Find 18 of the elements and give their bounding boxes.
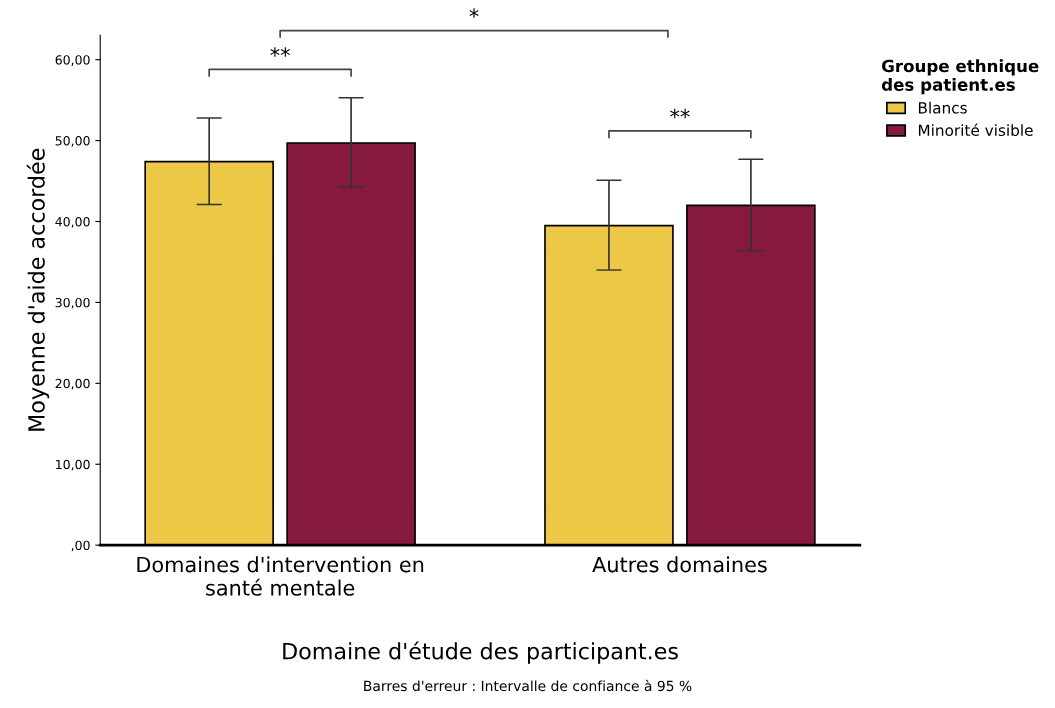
legend-title: Groupe ethnique des patient.es	[881, 59, 1039, 95]
y-tick-label: 50,00	[55, 136, 90, 147]
legend-label: Minorité visible	[918, 123, 1033, 137]
y-tick-label: 10,00	[56, 459, 90, 471]
text: *	[469, 8, 479, 18]
y-axis-title: Moyenne d'aide accordée	[26, 148, 50, 431]
x-tick-label: Domaines d'intervention en santé mentale	[137, 556, 424, 596]
annotation: **	[270, 47, 290, 57]
y-tick-label: 40,00	[55, 216, 90, 228]
y-tick-label: ,00	[71, 540, 90, 552]
x-tick-label: Autres domaines	[592, 556, 767, 573]
y-tick-label: 30,00	[55, 297, 90, 309]
y-tick-label: 60,00	[55, 55, 90, 66]
y-tick-label: 20,00	[55, 378, 90, 390]
x-axis-title: Domaine d'étude des participant.es	[283, 641, 678, 664]
text: Barres d'erreur : Intervalle de confiance à 95 %	[364, 679, 692, 692]
legend-label: Blancs	[918, 101, 967, 114]
annotation: **	[670, 108, 690, 119]
